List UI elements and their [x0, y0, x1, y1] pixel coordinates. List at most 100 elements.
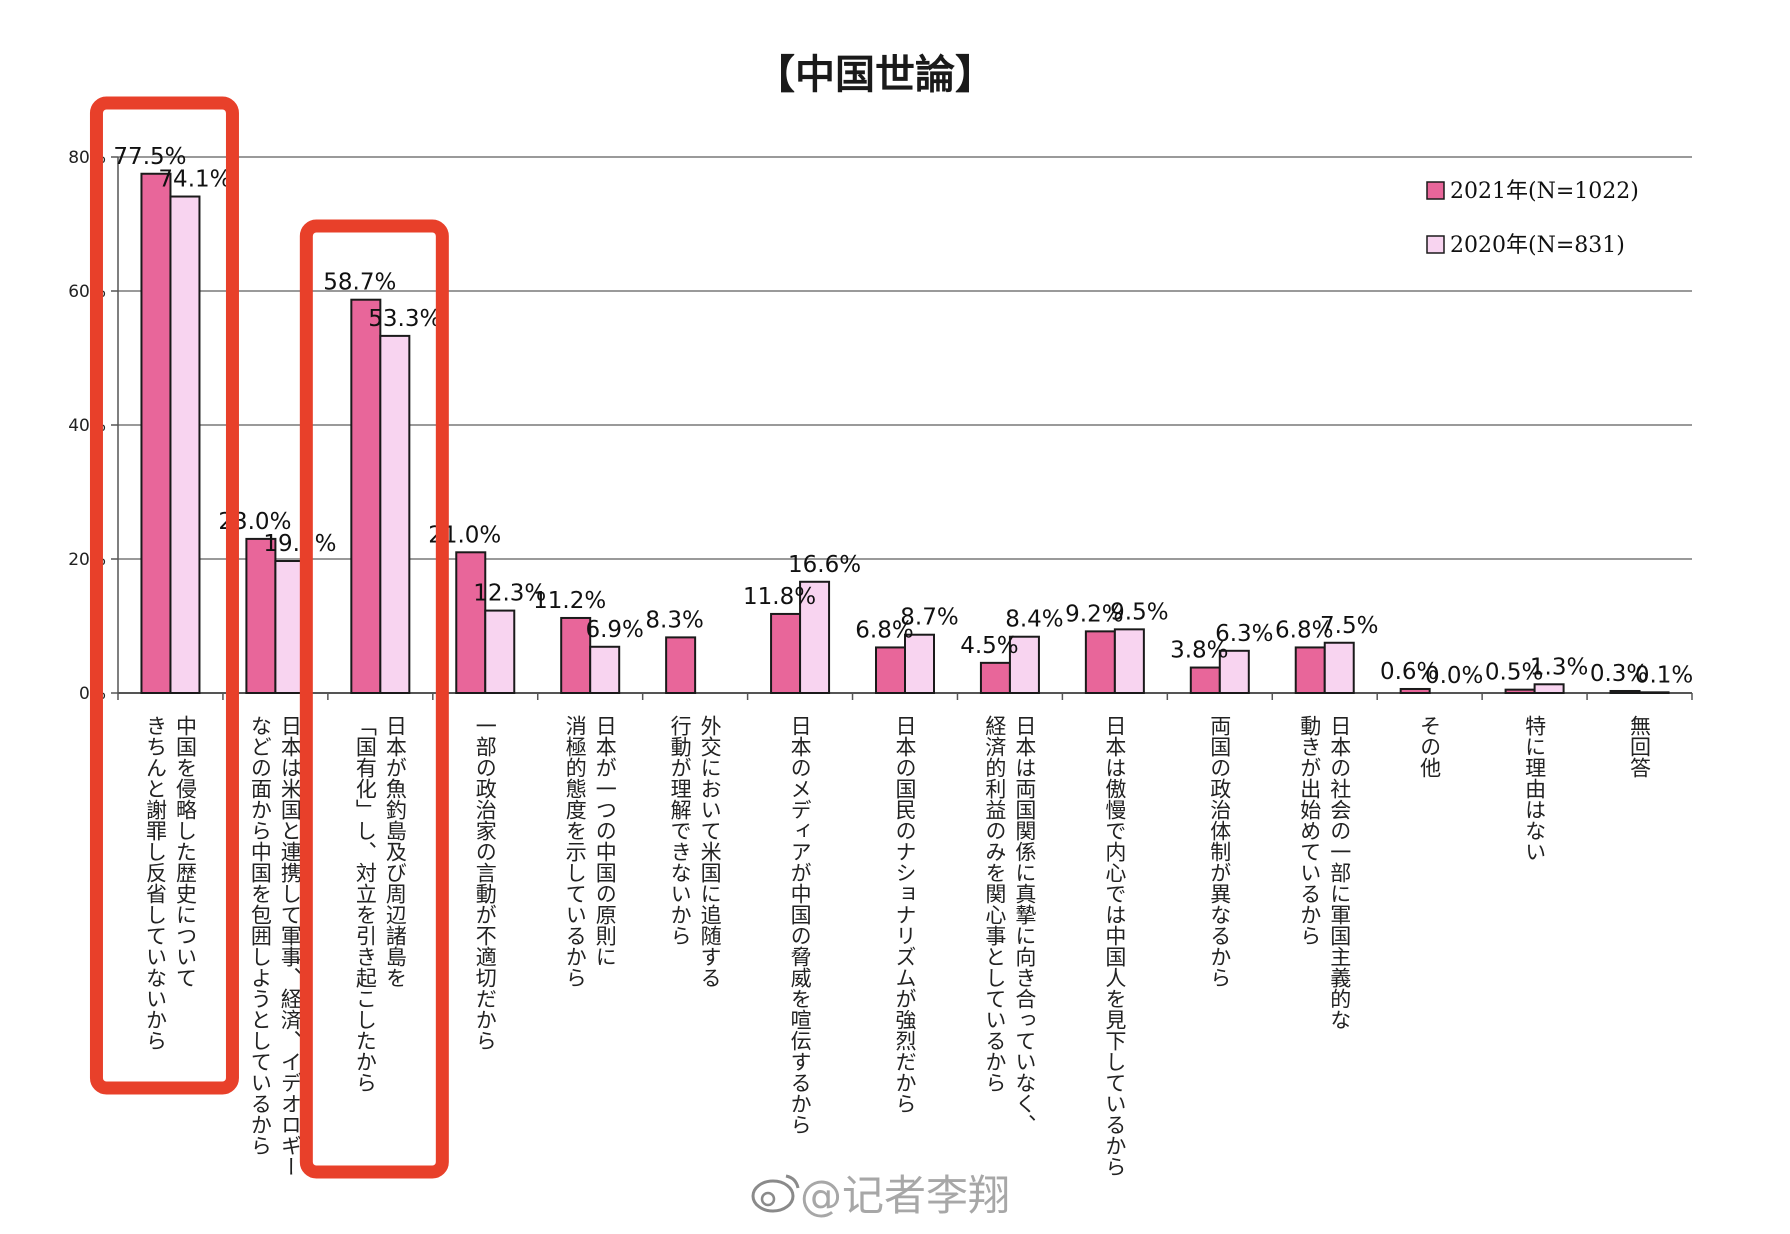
category-label-line: 行動が理解できないから	[668, 715, 692, 946]
bar-series-2020	[1638, 691, 1670, 695]
bar-series-2021	[245, 537, 277, 695]
bar-series-2020	[484, 609, 516, 695]
chart-title: 【中国世論】	[755, 51, 995, 98]
bar-series-2021	[1609, 689, 1641, 694]
bar-series-2020	[1008, 635, 1040, 694]
data-label: 0.3%	[1590, 661, 1648, 687]
legend-swatch	[1426, 235, 1445, 254]
data-label: 16.6%	[788, 552, 861, 578]
category-label: 日本は両国関係に真摯に向き合っていなく、経済的利益のみを関心事としているから	[983, 715, 1037, 1135]
highlight-box	[89, 96, 239, 1095]
category-label-line: 日本の社会の一部に軍国主義的な	[1328, 715, 1352, 1030]
category-label-line: 動きが出始めているから	[1298, 715, 1322, 946]
category-label-line: 外交において米国に追随する	[698, 715, 722, 988]
data-label: 9.2%	[1065, 601, 1123, 627]
category-label: 一部の政治家の言動が不適切だから	[473, 715, 497, 1051]
bar-series-2021	[1084, 630, 1116, 694]
category-label-line: きちんと謝罪し反省していないから	[143, 715, 167, 1051]
bar-series-2020	[169, 195, 201, 694]
bar-series-2021	[350, 298, 382, 694]
data-label: 0.6%	[1380, 659, 1438, 685]
bar-series-2020	[1218, 649, 1250, 694]
bars	[140, 172, 1670, 695]
category-label-line: 日本が魚釣島及び周辺諸島を	[383, 715, 407, 988]
bar-series-2021	[979, 661, 1011, 694]
data-label: 6.3%	[1215, 621, 1273, 647]
category-label: 日本のメディアが中国の脅威を喧伝するから	[788, 715, 812, 1135]
bar-series-2021	[455, 551, 487, 694]
legend-label: 2021年(N=1022)	[1450, 179, 1639, 204]
bar-series-2021	[770, 612, 802, 694]
data-label: 58.7%	[323, 270, 396, 296]
data-label: 8.4%	[1005, 607, 1063, 633]
category-label: 特に理由はない	[1523, 715, 1547, 862]
data-label: 77.5%	[113, 144, 186, 170]
data-label: 74.1%	[158, 167, 231, 193]
category-label-line: 一部の政治家の言動が不適切だから	[473, 715, 497, 1051]
data-label: 8.3%	[645, 607, 703, 633]
bar-series-2021	[1294, 646, 1326, 695]
highlight-box	[299, 219, 449, 1179]
legend: 2021年(N=1022) 2020年(N=831)	[1426, 179, 1639, 258]
category-label-line: 日本の国民のナショナリズムが強烈だから	[893, 715, 917, 1114]
bar-series-2020	[379, 334, 411, 694]
data-label: 0.0%	[1425, 663, 1483, 689]
bar-series-2021	[665, 636, 697, 695]
data-label: 53.3%	[368, 306, 441, 332]
highlight-boxes	[89, 96, 449, 1179]
category-label: 日本は米国と連携して軍事、経済、イデオロギーなどの面から中国を包囲しようとしてい…	[248, 715, 302, 1177]
category-label: その他	[1418, 715, 1442, 778]
category-label: 無回答	[1628, 715, 1652, 778]
category-label: 両国の政治体制が異なるから	[1208, 715, 1232, 988]
data-label: 11.2%	[533, 588, 606, 614]
category-label-line: 特に理由はない	[1523, 715, 1547, 862]
category-label-line: 日本が一つの中国の原則に	[593, 715, 617, 967]
bar-series-2020	[904, 633, 935, 695]
watermark-text: @记者李翔	[800, 1171, 1010, 1220]
category-label: 日本が魚釣島及び周辺諸島を「国有化」し、対立を引き起こしたから	[353, 715, 407, 1093]
category-label-line: 日本は傲慢で内心では中国人を見下しているから	[1103, 715, 1127, 1177]
data-label: 6.8%	[1275, 617, 1333, 643]
bar-series-2020	[589, 645, 621, 695]
data-label: 1.3%	[1530, 654, 1588, 680]
bar-series-2020	[1113, 628, 1145, 694]
data-label: 6.9%	[585, 617, 643, 643]
data-label: 0.5%	[1485, 660, 1543, 686]
data-label: 7.5%	[1320, 613, 1378, 639]
category-label-line: 日本は米国と連携して軍事、経済、イデオロギー	[278, 715, 302, 1177]
bar-series-2020	[799, 580, 831, 695]
category-label-line: 無回答	[1628, 715, 1652, 778]
bar-series-2020	[1323, 641, 1355, 694]
category-label: 日本の国民のナショナリズムが強烈だから	[893, 715, 917, 1114]
data-label: 8.7%	[900, 605, 958, 631]
bar-series-2021	[1399, 687, 1431, 694]
bar-series-2021	[875, 646, 906, 695]
bar-series-2021	[1189, 666, 1221, 694]
data-label: 6.8%	[855, 617, 913, 643]
category-label-line: 日本のメディアが中国の脅威を喧伝するから	[788, 715, 812, 1135]
category-label-line: などの面から中国を包囲しようとしているから	[248, 715, 272, 1156]
legend-swatch	[1426, 181, 1445, 200]
data-label: 4.5%	[960, 633, 1018, 659]
category-label-line: 日本は両国関係に真摯に向き合っていなく、	[1013, 715, 1037, 1135]
legend-label: 2020年(N=831)	[1450, 233, 1625, 258]
bar-series-2021	[1504, 688, 1536, 695]
data-label: 11.8%	[743, 584, 816, 610]
data-label: 3.8%	[1170, 638, 1228, 664]
data-label: 12.3%	[473, 581, 546, 607]
category-label-line: 「国有化」し、対立を引き起こしたから	[353, 715, 377, 1093]
data-labels: 77.5%23.0%58.7%21.0%11.2%8.3%11.8%6.8%4.…	[113, 144, 1693, 689]
data-label: 9.5%	[1110, 599, 1168, 625]
category-label: 日本は傲慢で内心では中国人を見下しているから	[1103, 715, 1127, 1177]
data-label: 0.1%	[1635, 662, 1693, 688]
weibo-logo-icon	[751, 1174, 800, 1213]
category-label-line: 経済的利益のみを関心事としているから	[983, 715, 1007, 1093]
bar-series-2020	[1533, 683, 1565, 694]
category-label-line: その他	[1418, 715, 1442, 778]
